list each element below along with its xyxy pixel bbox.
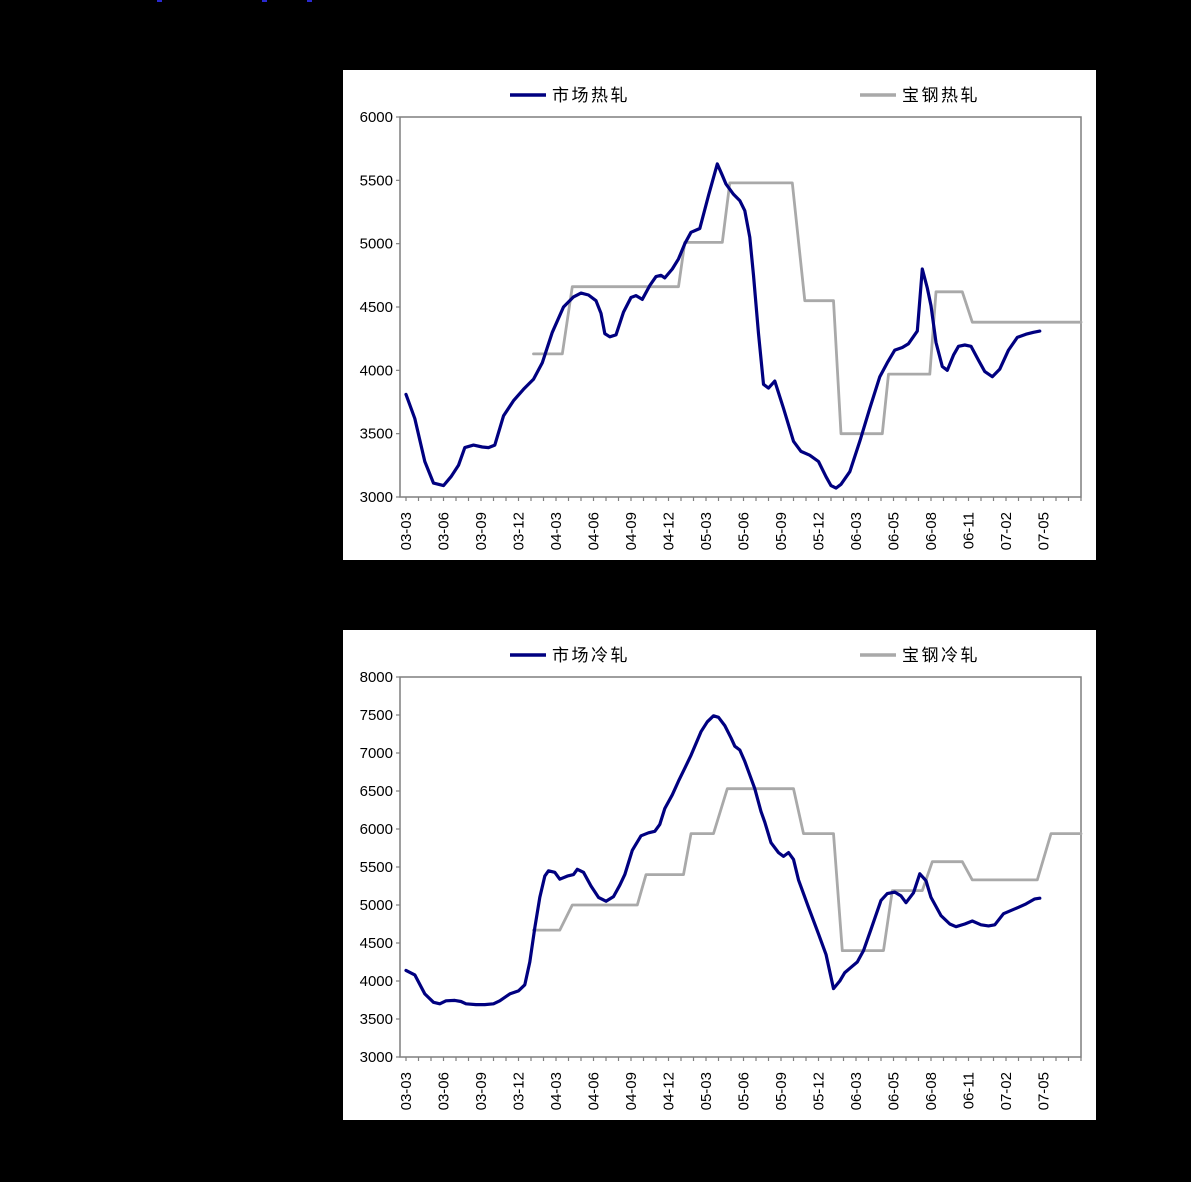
y-axis-label: 3500 (360, 1011, 393, 1028)
x-axis-label: 03-09 (473, 1072, 490, 1110)
y-axis-label: 6000 (360, 109, 393, 126)
x-axis-label: 04-12 (661, 512, 678, 550)
x-axis-label: 04-03 (548, 1072, 565, 1110)
y-axis-label: 6500 (360, 783, 393, 800)
legend-label: 宝钢热轧 (902, 86, 980, 106)
x-axis-label: 03-12 (511, 1072, 528, 1110)
legend-label: 市场冷轧 (552, 646, 630, 666)
y-axis-label: 8000 (360, 669, 393, 686)
x-axis-label: 04-06 (586, 512, 603, 550)
legend-label: 宝钢冷轧 (902, 646, 980, 666)
x-axis-label: 06-03 (848, 512, 865, 550)
y-axis-label: 5000 (360, 236, 393, 253)
x-axis-label: 04-09 (623, 512, 640, 550)
x-axis-label: 04-06 (586, 1072, 603, 1110)
y-axis-label: 4000 (360, 973, 393, 990)
x-axis-label: 06-05 (886, 512, 903, 550)
x-axis-label: 05-12 (811, 1072, 828, 1110)
market-series-line (404, 162, 1042, 490)
x-axis-label: 03-06 (436, 1072, 453, 1110)
cold-rolled-price-chart-panel: 8000 7500 7000 6500 6000 5500 5000 4500 4000 3500… (343, 630, 1096, 1120)
x-axis-label: 03-12 (511, 512, 528, 550)
y-axis-label: 7000 (360, 745, 393, 762)
x-axis-label: 04-09 (623, 1072, 640, 1110)
y-axis-label: 4000 (360, 362, 393, 379)
x-axis-label: 06-03 (848, 1072, 865, 1110)
x-axis-label: 04-12 (661, 1072, 678, 1110)
y-axis-label: 4500 (360, 299, 393, 316)
y-axis-label: 5500 (360, 172, 393, 189)
hot-rolled-price-chart: 6000 5500 5000 4500 4000 3500 3000 03-03 03-06 03… (360, 86, 1083, 550)
clipped-text-artifact (157, 0, 162, 2)
clipped-text-artifact (307, 0, 312, 2)
y-axis-label: 5500 (360, 859, 393, 876)
y-axis-label: 3000 (360, 1049, 393, 1066)
x-axis-label: 05-09 (773, 512, 790, 550)
x-axis-label: 06-11 (961, 1072, 978, 1109)
market-series-line (404, 714, 1042, 1007)
x-axis-label: 05-03 (698, 512, 715, 550)
x-axis-label: 03-06 (436, 512, 453, 550)
x-axis-label: 03-03 (398, 1072, 415, 1110)
x-axis-label: 05-12 (811, 512, 828, 550)
plot-frame (399, 116, 1082, 498)
x-axis-label: 06-08 (923, 1072, 940, 1110)
x-axis-label: 05-03 (698, 1072, 715, 1110)
x-axis-label: 06-11 (961, 512, 978, 549)
x-axis-label: 07-02 (998, 1072, 1015, 1110)
x-axis-label: 05-09 (773, 1072, 790, 1110)
y-axis-label: 3500 (360, 426, 393, 443)
hot-rolled-price-chart-panel: 6000 5500 5000 4500 4000 3500 3000 03-03 03-06 03… (343, 70, 1096, 560)
x-axis-label: 06-08 (923, 512, 940, 550)
x-axis-label: 07-05 (1036, 512, 1053, 550)
x-axis-label: 03-03 (398, 512, 415, 550)
x-axis-label: 05-06 (736, 1072, 753, 1110)
y-axis-label: 5000 (360, 897, 393, 914)
y-axis-label: 4500 (360, 935, 393, 952)
y-axis-label: 6000 (360, 821, 393, 838)
x-axis-label: 03-09 (473, 512, 490, 550)
baosteel-series-line (532, 181, 1083, 436)
clipped-text-artifact (262, 0, 267, 2)
x-axis-label: 06-05 (886, 1072, 903, 1110)
x-axis-label: 07-02 (998, 512, 1015, 550)
cold-rolled-price-chart: 8000 7500 7000 6500 6000 5500 5000 4500 4000 3500… (360, 646, 1083, 1110)
x-axis-label: 07-05 (1036, 1072, 1053, 1110)
baosteel-series-line (532, 787, 1083, 953)
legend-label: 市场热轧 (552, 86, 630, 106)
y-axis-label: 7500 (360, 707, 393, 724)
x-axis-label: 05-06 (736, 512, 753, 550)
y-axis-label: 3000 (360, 489, 393, 506)
x-axis-label: 04-03 (548, 512, 565, 550)
